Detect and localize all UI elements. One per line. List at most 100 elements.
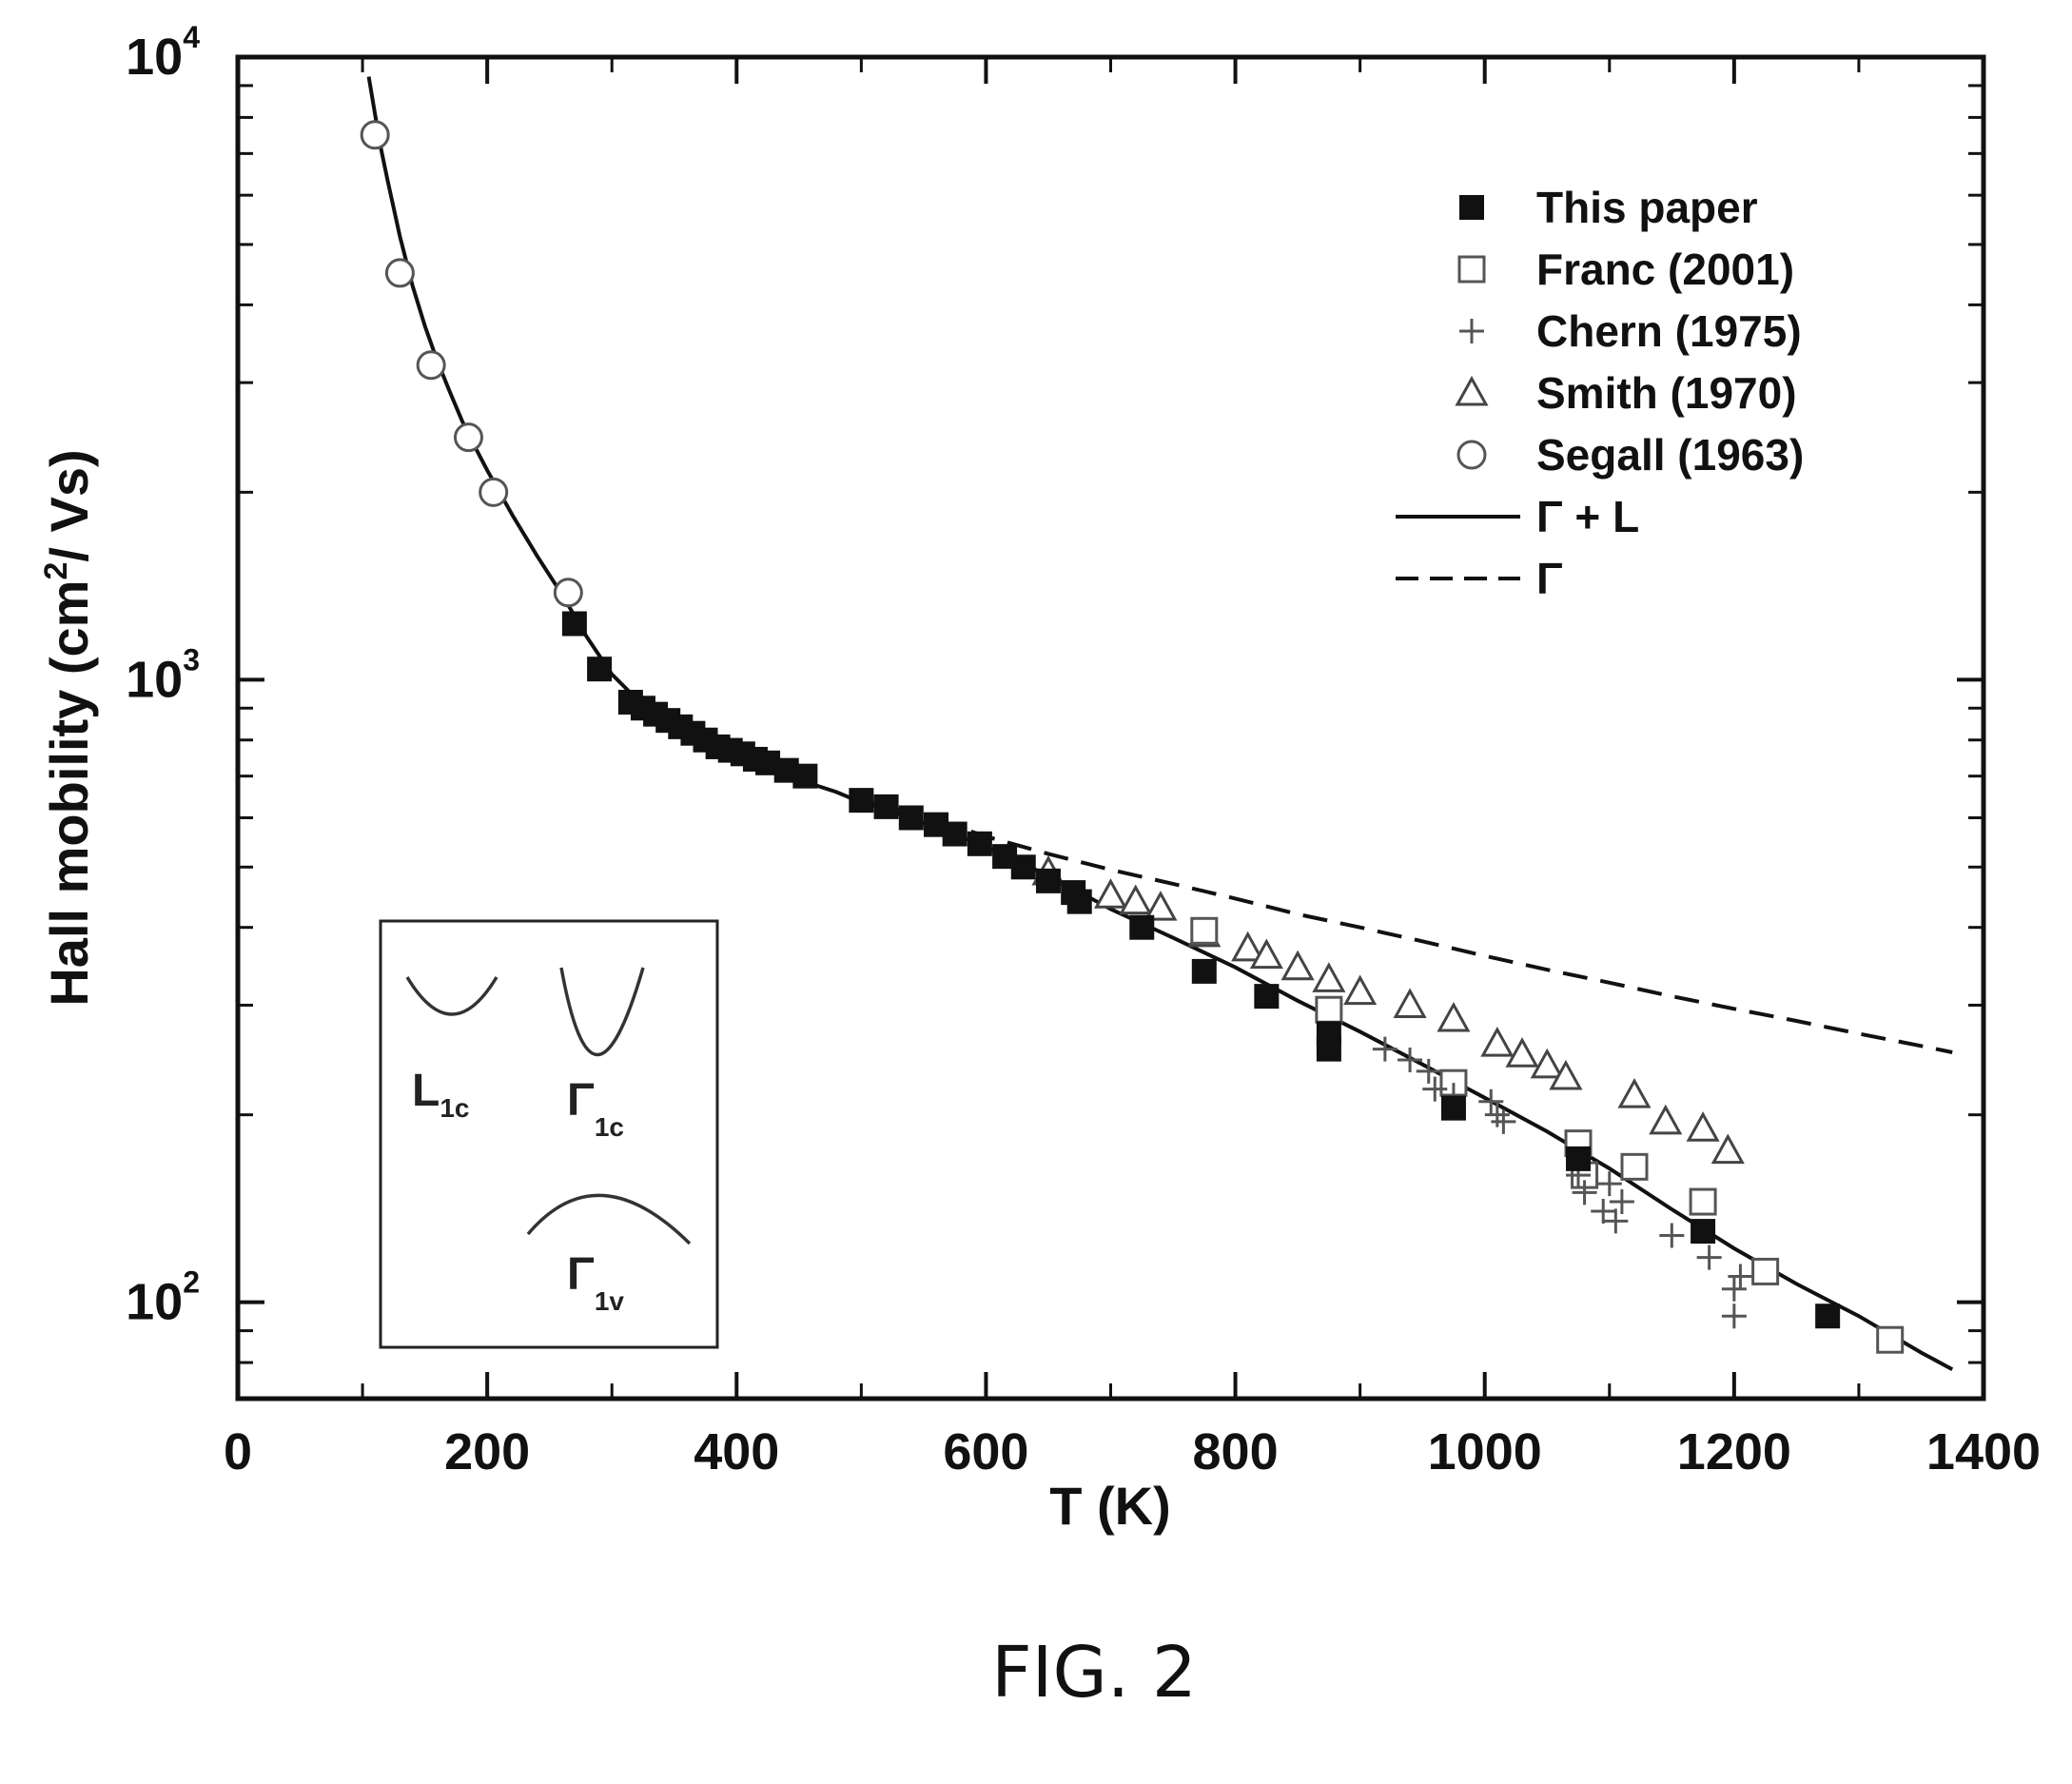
y-tick-label: 102: [126, 1265, 200, 1331]
y-axis-title-rest: / Vs): [39, 449, 99, 561]
legend-item: Chern (1975): [1459, 306, 1802, 356]
data-point: [1398, 1048, 1423, 1072]
data-point: [1591, 1199, 1616, 1225]
data-point: [1620, 1152, 1649, 1181]
y-tick-label-base: 10: [126, 651, 183, 708]
data-point: [1035, 868, 1061, 893]
data-point: [1422, 1076, 1448, 1102]
legend: This paper Franc (2001) Chern (1975) Smith …: [1396, 183, 1804, 603]
data-point: [561, 611, 587, 637]
legend-label: Chern (1975): [1536, 306, 1802, 356]
x-tick-label: 200: [444, 1423, 530, 1480]
data-point: [1721, 1304, 1747, 1329]
data-point: [1315, 995, 1343, 1024]
y-axis-title: Hall mobility (cm2/ Vs): [38, 449, 99, 1006]
data-point: [1372, 1036, 1398, 1062]
data-point: [1119, 884, 1153, 915]
x-tick-label: 400: [694, 1423, 779, 1480]
data-point: [1689, 1187, 1717, 1216]
inset-label-l1c: L1c: [412, 1066, 469, 1123]
data-point: [1437, 1001, 1471, 1032]
x-tick-labels: 0 200 400 600 800 1000 1200 1400: [224, 1423, 2041, 1480]
data-point: [1478, 1088, 1504, 1114]
data-point: [587, 657, 613, 682]
x-axis-title: T (K): [1049, 1476, 1171, 1536]
inset-frame: [379, 919, 719, 1349]
data-point: [1231, 931, 1265, 962]
y-axis-title-main: Hall mobility (cm: [39, 580, 99, 1007]
y-tick-label-base: 10: [126, 29, 183, 86]
data-point: [1696, 1245, 1722, 1270]
x-tick-label: 600: [943, 1423, 1028, 1480]
data-point: [360, 120, 390, 150]
data-point: [1603, 1208, 1629, 1234]
data-point: [1566, 1146, 1592, 1171]
legend-swatch: [1455, 375, 1489, 406]
legend-label: Γ + L: [1536, 492, 1639, 541]
data-point: [1440, 1095, 1466, 1121]
data-point: [1530, 1048, 1564, 1079]
data-point: [1093, 878, 1128, 909]
y-tick-label: 103: [126, 642, 200, 708]
band-curve-gamma1c: [559, 967, 645, 1056]
data-point: [1254, 984, 1280, 1010]
series-franc-2001: [1190, 916, 1905, 1354]
inset-label-gamma1c-base: Γ: [567, 1075, 595, 1126]
data-point: [1316, 1036, 1341, 1062]
legend-swatch: [1456, 440, 1487, 470]
y-tick-label-exponent: 3: [183, 642, 200, 676]
data-point: [1280, 950, 1315, 981]
data-point: [792, 763, 818, 789]
data-point: [873, 794, 899, 819]
legend-item: Γ: [1396, 554, 1563, 603]
inset-label-gamma1v: Γ1v: [567, 1249, 624, 1316]
curve-gamma: [860, 798, 1953, 1054]
legend-item: This paper: [1459, 183, 1758, 232]
data-point: [384, 258, 415, 288]
data-point: [1491, 1108, 1516, 1134]
x-tick-label: 1000: [1428, 1423, 1542, 1480]
data-point: [1343, 974, 1378, 1006]
data-point: [1815, 1304, 1841, 1329]
legend-label: Smith (1970): [1536, 368, 1797, 418]
legend-swatch: [1459, 195, 1484, 220]
x-tick-label: 800: [1193, 1423, 1279, 1480]
series-chern-1975: [1372, 1036, 1753, 1329]
data-point: [1596, 1171, 1622, 1197]
data-point: [1480, 1027, 1515, 1057]
data-point: [967, 831, 992, 856]
legend-item: Segall (1963): [1456, 430, 1804, 480]
data-point: [1066, 889, 1092, 914]
data-point: [1549, 1059, 1583, 1090]
y-tick-label: 104: [126, 20, 200, 86]
inset-label-gamma1c-sub: 1c: [595, 1112, 624, 1142]
data-point: [1144, 891, 1178, 921]
data-point: [1876, 1325, 1905, 1354]
y-axis-title-superscript: 2: [38, 562, 74, 580]
inset-label-gamma1c: Γ1c: [567, 1075, 624, 1142]
data-point: [1249, 938, 1283, 970]
data-point: [553, 578, 583, 608]
legend-item: Γ + L: [1396, 492, 1639, 541]
x-tick-label: 1200: [1677, 1423, 1791, 1480]
axis-ticks: [236, 55, 1985, 1401]
data-point: [1484, 1102, 1510, 1127]
figure-caption: FIG. 2: [991, 1632, 1197, 1714]
legend-label: Franc (2001): [1536, 245, 1794, 294]
data-point: [1659, 1223, 1685, 1248]
data-point: [1751, 1257, 1780, 1285]
band-inset: L1c Γ1c Γ1v: [379, 919, 719, 1349]
legend-swatch: [1457, 255, 1486, 284]
data-point: [1691, 1219, 1716, 1245]
data-point: [1721, 1276, 1747, 1302]
data-point: [1010, 854, 1036, 880]
legend-item: Smith (1970): [1455, 368, 1797, 418]
data-point: [849, 788, 874, 814]
y-tick-label-exponent: 2: [183, 1265, 200, 1300]
data-point: [1393, 988, 1427, 1018]
x-tick-label: 1400: [1926, 1423, 2041, 1480]
series-segall-1963: [360, 120, 583, 608]
legend-swatch: [1459, 319, 1484, 343]
data-point: [479, 477, 509, 507]
